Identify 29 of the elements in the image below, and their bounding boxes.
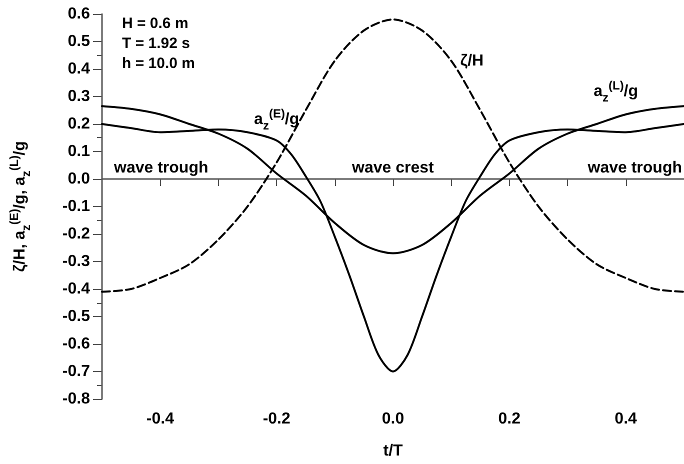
y-tick-label: 0.0 — [68, 170, 90, 188]
x-tick-label: -0.2 — [262, 410, 290, 428]
y-tick-label: -0.7 — [62, 363, 90, 380]
x-tick-label: 0.0 — [382, 410, 404, 428]
annotation: T = 1.92 s — [122, 35, 190, 52]
annotation: wave trough — [586, 160, 682, 176]
y-tick-label: -0.5 — [62, 308, 90, 325]
x-tick-label: 0.2 — [498, 410, 521, 428]
y-tick-label: -0.1 — [62, 198, 90, 215]
y-tick-label: 0.1 — [68, 143, 90, 160]
y-tick-label: -0.2 — [62, 226, 90, 242]
y-tick-label: 0.4 — [68, 60, 90, 78]
y-tick-label: -0.8 — [62, 390, 90, 408]
y-tick-label: 0.6 — [68, 6, 90, 22]
series-label: ζ/H — [460, 52, 484, 70]
y-tick-label: -0.3 — [62, 253, 90, 270]
annotation: H = 0.6 m — [122, 15, 188, 32]
y-tick-label: -0.4 — [62, 280, 90, 298]
y-tick-label: -0.6 — [62, 336, 90, 352]
y-tick-label: 0.5 — [68, 33, 90, 50]
annotation: wave trough — [113, 160, 208, 176]
x-tick-label: 0.4 — [614, 410, 638, 428]
annotation: wave crest — [351, 160, 435, 176]
x-tick-label: -0.4 — [146, 410, 174, 428]
y-axis-title: ζ/H, az(E)/g, az(L)/g — [7, 141, 33, 272]
y-tick-label: 0.3 — [68, 88, 90, 105]
y-tick-label: 0.2 — [68, 116, 90, 132]
annotation: h = 10.0 m — [122, 55, 195, 72]
x-axis-title: t/T — [383, 442, 403, 460]
